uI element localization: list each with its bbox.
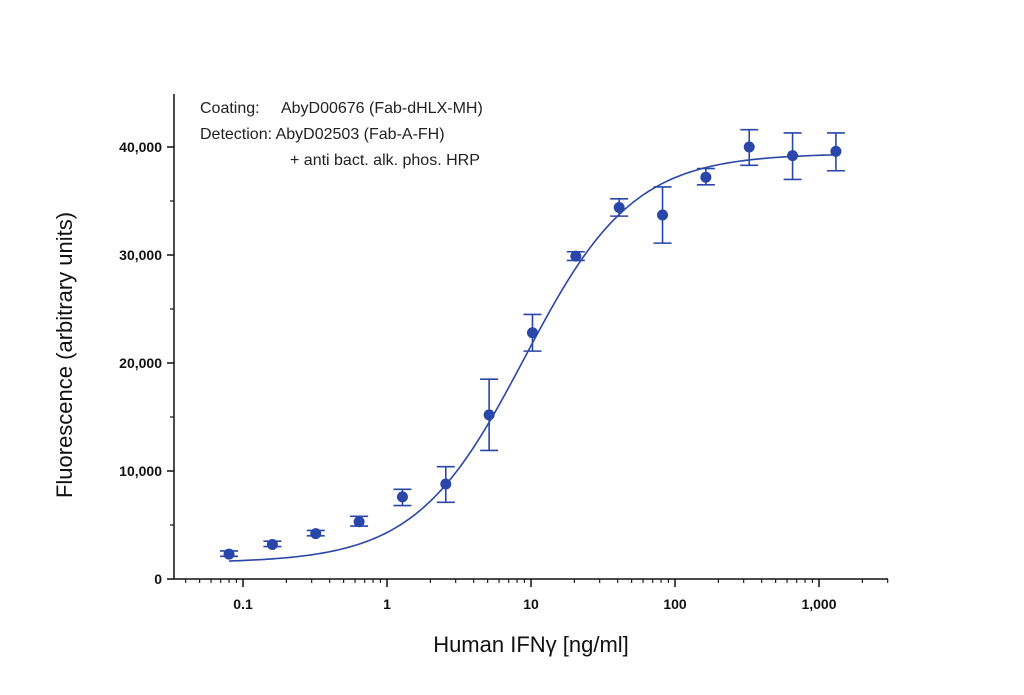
data-point-12 bbox=[743, 141, 755, 153]
x-axis-title: Human IFNγ [ng/ml] bbox=[433, 632, 629, 657]
x-tick-label-3: 100 bbox=[663, 596, 687, 612]
data-point-1 bbox=[266, 538, 278, 550]
y-tick-label-4: 40,000 bbox=[119, 139, 162, 155]
data-point-7 bbox=[526, 327, 538, 339]
y-tick-label-3: 30,000 bbox=[119, 247, 162, 263]
data-point-6 bbox=[483, 409, 495, 421]
annotation-line-1: Coating: AbyD00676 (Fab-dHLX-MH) bbox=[200, 100, 483, 117]
x-tick-label-0: 0.1 bbox=[233, 596, 253, 612]
data-point-2 bbox=[310, 528, 322, 540]
data-point-13 bbox=[787, 150, 799, 162]
annotation-line-2: Detection: AbyD02503 (Fab-A-FH) bbox=[200, 126, 445, 143]
y-tick-label-0: 0 bbox=[154, 571, 162, 587]
x-tick-label-4: 1,000 bbox=[801, 596, 836, 612]
x-tick-label-2: 10 bbox=[523, 596, 539, 612]
data-point-4 bbox=[396, 491, 408, 503]
error-bars bbox=[220, 128, 845, 558]
x-tick-label-1: 1 bbox=[383, 596, 391, 612]
data-point-8 bbox=[570, 250, 582, 262]
annotation-line-3: + anti bact. alk. phos. HRP bbox=[290, 152, 480, 169]
data-point-14 bbox=[830, 145, 842, 157]
x-ticks: 0.1 1 10 100 1,000 bbox=[185, 579, 889, 612]
y-axis-title: Fluorescence (arbitrary units) bbox=[52, 212, 77, 498]
data-point-5 bbox=[440, 478, 452, 490]
y-tick-label-2: 20,000 bbox=[119, 355, 162, 371]
annotation: Coating: AbyD00676 (Fab-dHLX-MH) Detecti… bbox=[200, 100, 483, 169]
data-point-11 bbox=[700, 171, 712, 183]
data-point-9 bbox=[613, 201, 625, 213]
fit-curve bbox=[229, 154, 836, 562]
data-point-3 bbox=[353, 516, 365, 528]
data-points bbox=[223, 141, 842, 560]
y-tick-label-1: 10,000 bbox=[119, 463, 162, 479]
data-point-10 bbox=[657, 209, 669, 221]
y-ticks: 0 10,000 20,000 30,000 40,000 bbox=[119, 139, 174, 587]
data-point-0 bbox=[223, 548, 235, 560]
